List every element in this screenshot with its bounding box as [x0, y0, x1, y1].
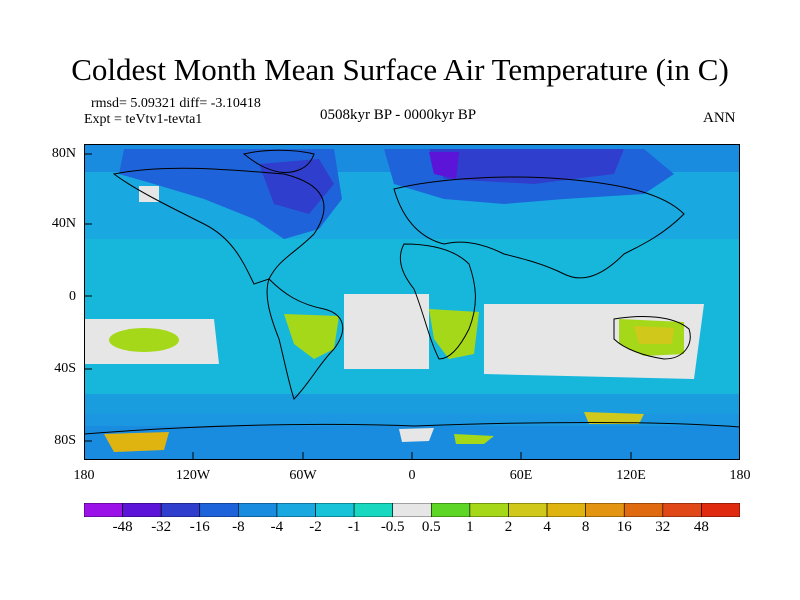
- x-tick-0: 0: [408, 468, 416, 483]
- colorbar-swatch: [276, 503, 316, 517]
- y-tick-80n: 80N: [51, 146, 76, 161]
- colorbar-swatch: [392, 503, 432, 517]
- colorbar-label: 1: [466, 519, 474, 535]
- pacific-warm-patch: [109, 328, 179, 352]
- colorbar-swatch: [238, 503, 278, 517]
- scandinavia-core: [429, 152, 459, 179]
- colorbar-label: -2: [309, 519, 322, 535]
- colorbar-swatch: [623, 503, 664, 517]
- x-tick-120e: 120E: [616, 468, 646, 483]
- colorbar-swatch: [353, 503, 394, 517]
- canada-core: [259, 159, 334, 214]
- x-tick-120w: 120W: [175, 468, 211, 483]
- temperature-map: [84, 144, 740, 460]
- y-tick-80s: 80S: [54, 433, 76, 448]
- x-tick-60e: 60E: [509, 468, 533, 483]
- colorbar-label: -8: [232, 519, 245, 535]
- colorbar-label: -1: [347, 519, 361, 535]
- colorbar-label: -4: [270, 519, 284, 535]
- colorbar-label: -0.5: [380, 519, 405, 535]
- period-label: 0508kyr BP - 0000kyr BP: [320, 107, 477, 123]
- siberia-core: [429, 149, 624, 184]
- colorbar-swatch: [546, 503, 586, 517]
- colorbar-swatch: [508, 503, 548, 517]
- colorbar-swatch: [122, 503, 162, 517]
- colorbar-swatch: [701, 503, 740, 517]
- colorbar-label: 32: [655, 519, 671, 535]
- colorbar-label: 48: [693, 519, 709, 535]
- colorbar-swatch: [160, 503, 201, 517]
- colorbar-swatch: [585, 503, 625, 517]
- south-america-warm: [284, 314, 339, 359]
- colorbar-swatch: [199, 503, 239, 517]
- colorbar-label: 4: [543, 519, 551, 535]
- stats-label: rmsd= 5.09321 diff= -3.10418: [91, 96, 261, 111]
- australia-warm-core: [634, 326, 674, 344]
- x-tick-180-left: 180: [73, 468, 95, 483]
- colorbar-label: 2: [504, 519, 513, 535]
- map-ticks: [84, 153, 632, 460]
- colorbar-label: -48: [112, 519, 133, 535]
- x-tick-60w: 60W: [289, 468, 317, 483]
- colorbar-swatch: [84, 503, 123, 517]
- experiment-label: Expt = teVtv1-tevta1: [84, 112, 203, 127]
- colorbar-label: 16: [616, 519, 632, 535]
- y-tick-0: 0: [69, 289, 76, 304]
- south-atlantic-neutral: [344, 294, 429, 369]
- colorbar-label: 8: [581, 519, 590, 535]
- colorbar-label: -16: [189, 519, 210, 535]
- y-tick-40s: 40S: [54, 361, 76, 376]
- colorbar-label: 0.5: [421, 519, 441, 535]
- colorbar-swatch: [662, 503, 702, 517]
- colorbar-label: -32: [151, 519, 172, 535]
- season-label: ANN: [703, 110, 736, 126]
- plot-title: Coldest Month Mean Surface Air Temperatu…: [71, 52, 729, 87]
- x-tick-180-right: 180: [729, 468, 751, 483]
- colorbar-swatch: [469, 503, 509, 517]
- antarctic-warm-patch: [104, 432, 169, 452]
- antarctic-warm-2: [454, 434, 494, 444]
- colorbar: [84, 503, 740, 517]
- y-tick-40n: 40N: [51, 216, 76, 231]
- colorbar-swatch: [315, 503, 355, 517]
- africa-warm: [429, 309, 479, 359]
- coastlines: [84, 149, 740, 435]
- antarctic-neutral-1: [399, 428, 434, 442]
- colorbar-swatch: [430, 503, 471, 517]
- antarctic-warm-3: [584, 412, 644, 424]
